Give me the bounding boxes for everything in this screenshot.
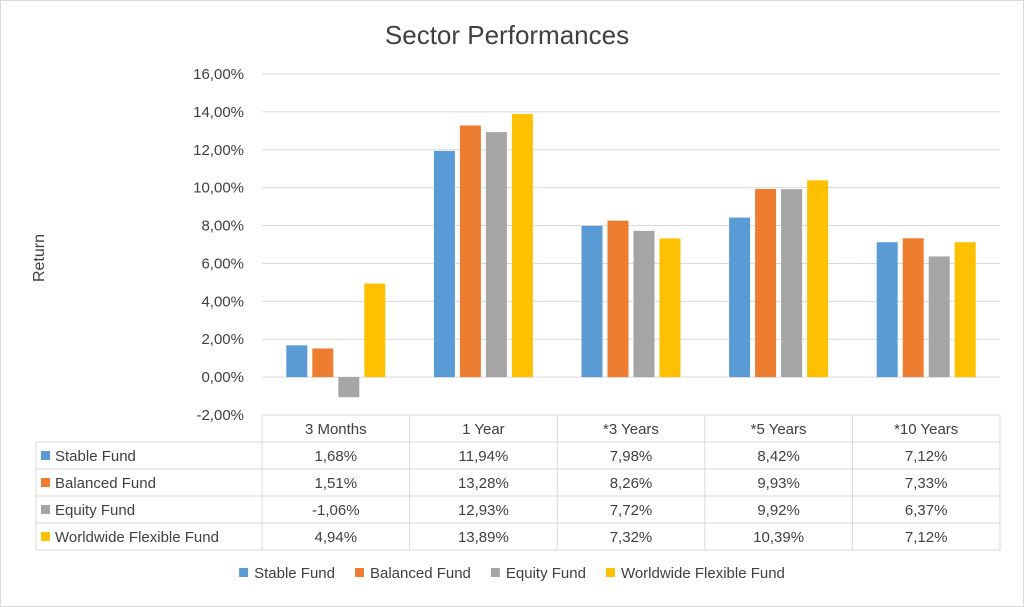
table-row-label: Balanced Fund — [55, 475, 156, 492]
table-cell: 8,26% — [610, 475, 653, 492]
y-axis-label: Return — [31, 234, 48, 282]
y-tick-label: 6,00% — [201, 255, 244, 272]
bar — [729, 217, 751, 378]
x-tick-label: 1 Year — [462, 421, 505, 438]
table-cell: 7,72% — [610, 502, 653, 519]
legend-swatch — [354, 568, 364, 577]
bar — [633, 230, 655, 378]
data-table: 3 Months 1 Year *3 Years *5 Years *10 Years S… — [35, 414, 1001, 551]
x-tick-label: *10 Years — [894, 421, 958, 438]
table-cell: 12,93% — [458, 502, 509, 519]
bar — [433, 150, 455, 378]
bar — [954, 242, 976, 378]
table-row-label: Equity Fund — [55, 502, 135, 519]
legend-swatch — [239, 568, 249, 577]
table-cell: 8,42% — [757, 448, 800, 465]
bar — [928, 256, 950, 378]
bar — [781, 189, 803, 378]
table-cell: 6,37% — [905, 502, 948, 519]
table-legend-key — [41, 451, 50, 460]
table-legend-key — [41, 532, 50, 541]
legend-item-label: Equity Fund — [506, 565, 586, 582]
bar — [338, 377, 360, 398]
table-cell: 9,92% — [757, 502, 800, 519]
y-tick-label: 8,00% — [201, 218, 244, 235]
table-cell: 13,89% — [458, 529, 509, 546]
legend-item-label: Balanced Fund — [370, 565, 471, 582]
bars — [286, 113, 976, 398]
y-tick-label: 2,00% — [201, 331, 244, 348]
bar — [485, 132, 507, 378]
table-cell: 7,98% — [610, 448, 653, 465]
bar — [511, 113, 533, 378]
y-tick-label: 16,00% — [193, 66, 244, 83]
y-tick-label: -2,00% — [196, 407, 244, 424]
bar — [286, 345, 308, 378]
legend: Stable Fund Balanced Fund Equity Fund World… — [239, 565, 785, 582]
table-legend-key — [41, 478, 50, 487]
legend-item-label: Stable Fund — [254, 565, 335, 582]
table-cell: 9,93% — [757, 475, 800, 492]
y-axis-ticks: 16,00% 14,00% 12,00% 10,00% 8,00% 6,00% 4,00% 2… — [193, 66, 244, 424]
x-tick-label: 3 Months — [305, 421, 367, 438]
bar — [312, 348, 334, 378]
table-cell: 11,94% — [459, 448, 509, 465]
legend-swatch — [605, 568, 615, 577]
bar — [807, 180, 829, 378]
bar — [581, 225, 603, 378]
y-tick-label: 14,00% — [193, 104, 244, 121]
bar — [659, 238, 681, 378]
table-cell: 13,28% — [458, 475, 509, 492]
bar — [755, 188, 777, 378]
bar — [607, 220, 629, 378]
bar — [902, 238, 924, 378]
table-cell: 4,94% — [315, 529, 358, 546]
table-cell: 10,39% — [753, 529, 804, 546]
table-cell: -1,06% — [312, 502, 360, 519]
table-cell: 7,33% — [905, 475, 948, 492]
table-row-label: Worldwide Flexible Fund — [55, 529, 219, 546]
bar — [876, 242, 898, 378]
table-cell: 7,12% — [905, 448, 948, 465]
table-cell: 1,68% — [315, 448, 358, 465]
bar — [459, 125, 481, 378]
x-tick-label: *3 Years — [603, 421, 659, 438]
legend-swatch — [490, 568, 500, 577]
bar — [364, 283, 386, 378]
x-tick-label: *5 Years — [751, 421, 807, 438]
y-tick-label: 10,00% — [193, 180, 244, 197]
table-cell: 1,51% — [315, 475, 358, 492]
legend-item-label: Worldwide Flexible Fund — [621, 565, 785, 582]
chart-title: Sector Performances — [385, 20, 629, 50]
y-tick-label: 0,00% — [201, 369, 244, 386]
y-tick-label: 12,00% — [193, 142, 244, 159]
y-tick-label: 4,00% — [201, 293, 244, 310]
table-cell: 7,12% — [905, 529, 948, 546]
table-legend-key — [41, 505, 50, 514]
table-row-label: Stable Fund — [55, 448, 136, 465]
table-cell: 7,32% — [610, 529, 653, 546]
